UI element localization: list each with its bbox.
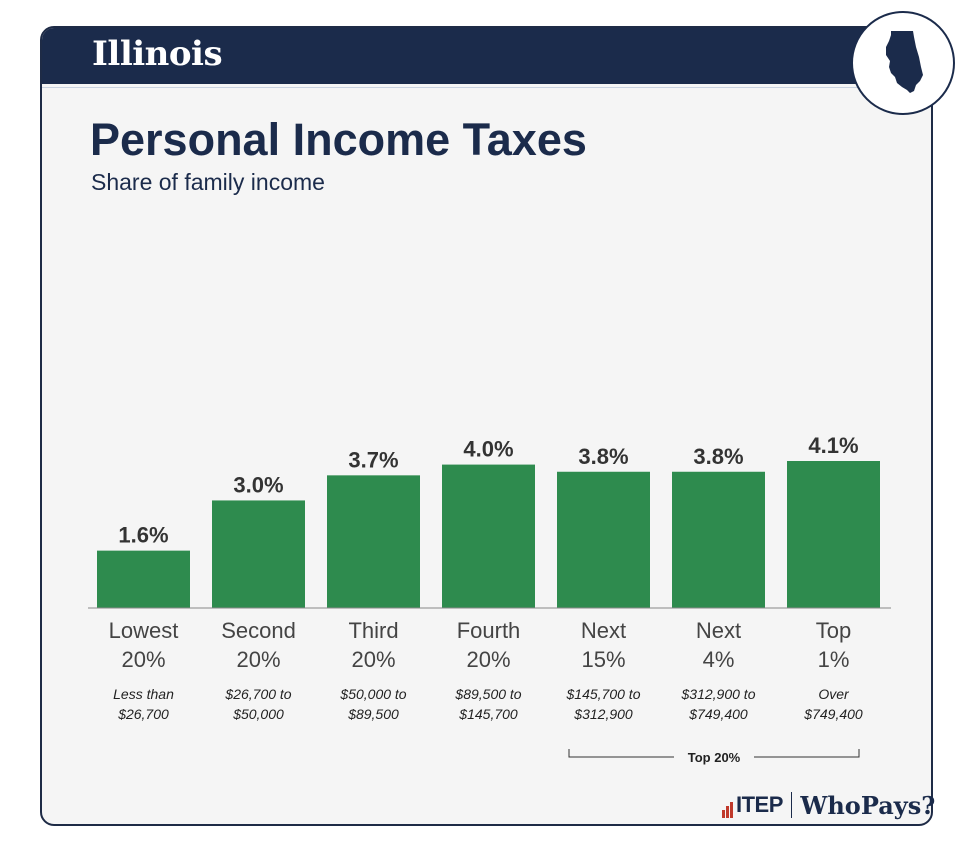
chart-title: Personal Income Taxes	[90, 114, 587, 165]
bar-value-label-0: 1.6%	[118, 523, 168, 548]
category-label-3-line2: 20%	[466, 647, 510, 672]
category-label-6-line2: 1%	[818, 647, 850, 672]
illinois-map-icon	[851, 11, 955, 115]
header-bar: Illinois	[42, 28, 931, 84]
bar-2	[327, 475, 420, 608]
bar-value-label-6: 4.1%	[808, 433, 858, 458]
income-range-5-line1: $312,900 to	[681, 686, 756, 702]
category-label-4-line2: 15%	[581, 647, 625, 672]
category-label-0-line2: 20%	[121, 647, 165, 672]
income-range-0-line1: Less than	[113, 686, 174, 702]
category-label-5-line2: 4%	[703, 647, 735, 672]
bar-value-label-2: 3.7%	[348, 447, 398, 472]
bar-3	[442, 464, 535, 608]
bar-value-label-3: 4.0%	[463, 437, 513, 462]
logo-divider	[790, 792, 793, 818]
bracket-left	[568, 749, 674, 758]
income-range-0-line2: $26,700	[117, 706, 169, 722]
category-label-2-line1: Third	[348, 618, 398, 643]
bar-value-label-1: 3.0%	[233, 472, 283, 497]
whopays-logo: WhoPays?	[800, 790, 936, 820]
category-label-1-line2: 20%	[236, 647, 280, 672]
income-range-1-line1: $26,700 to	[224, 686, 291, 702]
income-range-3-line1: $89,500 to	[454, 686, 521, 702]
header-divider	[42, 87, 931, 88]
category-label-4-line1: Next	[581, 618, 626, 643]
bracket-label: Top 20%	[688, 750, 741, 765]
income-range-3-line2: $145,700	[458, 706, 518, 722]
income-range-1-line2: $50,000	[232, 706, 284, 722]
bar-value-label-5: 3.8%	[693, 444, 743, 469]
bar-5	[672, 471, 765, 608]
income-range-6-line2: $749,400	[803, 706, 863, 722]
bar-1	[212, 500, 305, 608]
income-range-2-line2: $89,500	[347, 706, 399, 722]
chart-card: Illinois	[40, 26, 933, 826]
category-label-6-line1: Top	[816, 618, 851, 643]
itep-text: ITEP	[736, 792, 783, 817]
category-label-0-line1: Lowest	[109, 618, 179, 643]
bar-0	[97, 550, 190, 608]
income-range-4-line1: $145,700 to	[566, 686, 641, 702]
category-label-5-line1: Next	[696, 618, 741, 643]
bar-value-label-4: 3.8%	[578, 444, 628, 469]
category-label-1-line1: Second	[221, 618, 296, 643]
bar-6	[787, 461, 880, 608]
footer-logo: ITEP WhoPays?	[722, 788, 935, 822]
bracket-right	[754, 749, 860, 758]
category-label-3-line1: Fourth	[457, 618, 521, 643]
income-range-2-line1: $50,000 to	[339, 686, 406, 702]
itep-logo: ITEP	[722, 792, 783, 818]
state-name: Illinois	[92, 34, 223, 74]
income-range-5-line2: $749,400	[688, 706, 748, 722]
income-range-6-line1: Over	[818, 686, 850, 702]
category-label-2-line2: 20%	[351, 647, 395, 672]
chart-subtitle: Share of family income	[91, 169, 325, 195]
income-range-4-line2: $312,900	[573, 706, 633, 722]
itep-bars-icon	[722, 800, 734, 818]
bar-4	[557, 471, 650, 608]
